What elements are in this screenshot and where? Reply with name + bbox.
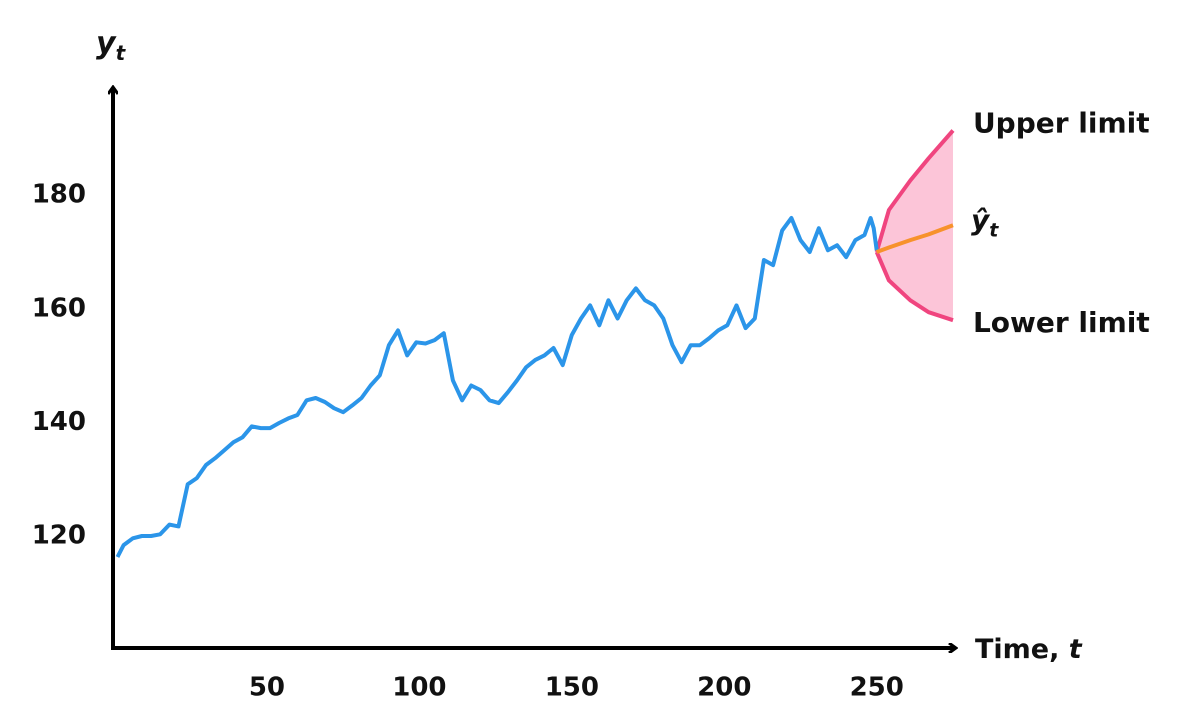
x-tick-label: 200 — [697, 673, 751, 703]
series-label: ŷt — [971, 203, 999, 241]
series-label-name: ŷ — [971, 203, 991, 236]
lower-limit-line — [874, 251, 954, 323]
upper-limit-label: Upper limit — [973, 106, 1150, 139]
y-axis-label: yt — [96, 26, 127, 65]
x-axis-label: Time, t — [975, 634, 1083, 665]
x-tick-label: 250 — [850, 673, 904, 703]
interval-area — [876, 130, 953, 321]
x-tick-label: 150 — [545, 673, 599, 703]
x-tick-label: 100 — [392, 673, 446, 703]
y-tick-label: 160 — [32, 293, 86, 323]
x-tick-label: 50 — [249, 673, 285, 703]
series-line — [876, 223, 954, 254]
upper-limit-line — [874, 129, 955, 253]
series-label-subscript: t — [989, 219, 999, 241]
lower-limit-label: Lower limit — [973, 306, 1150, 339]
y-tick-label: 140 — [32, 407, 86, 437]
y-tick-label: 120 — [32, 521, 86, 551]
series-line — [115, 216, 879, 558]
y-tick-label: 180 — [32, 180, 86, 210]
